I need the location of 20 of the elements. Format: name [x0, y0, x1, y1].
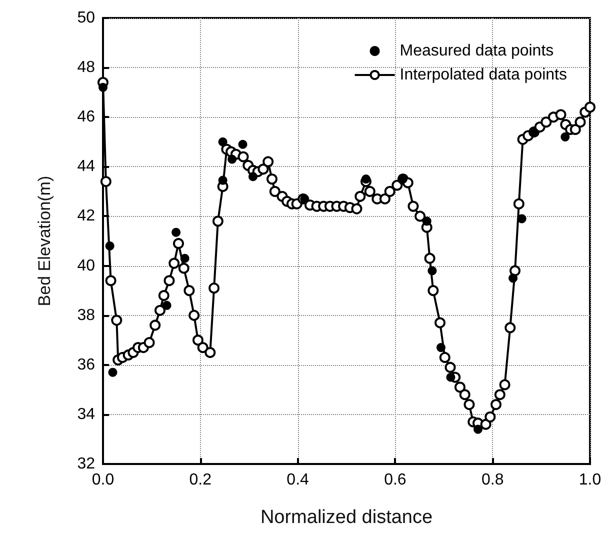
x-tick-label: 0.4 [286, 472, 310, 488]
y-tick-label: 36 [77, 356, 96, 374]
x-tick-label: 0.8 [481, 472, 504, 488]
y-tick-label: 46 [77, 108, 96, 126]
y-tick-label: 48 [77, 59, 96, 76]
x-tick-label: 0.2 [189, 472, 212, 488]
x-tick-label: 0.0 [92, 472, 114, 488]
y-tick-label: 50 [77, 10, 96, 26]
legend-label: Interpolated data points [400, 66, 567, 84]
y-tick-label: 44 [77, 158, 96, 176]
y-axis-title: Bed Elevation(m) [35, 176, 54, 306]
legend-label: Measured data points [400, 42, 554, 60]
y-tick-label: 38 [77, 306, 96, 324]
x-axis-title: Normalized distance [260, 507, 433, 528]
y-tick-label: 40 [77, 257, 96, 274]
y-tick-label: 34 [77, 406, 96, 423]
y-tick-label: 32 [77, 456, 96, 472]
x-tick-label: 0.6 [384, 472, 406, 488]
x-tick-label: 1.0 [578, 472, 602, 488]
y-tick-label: 42 [77, 208, 96, 225]
